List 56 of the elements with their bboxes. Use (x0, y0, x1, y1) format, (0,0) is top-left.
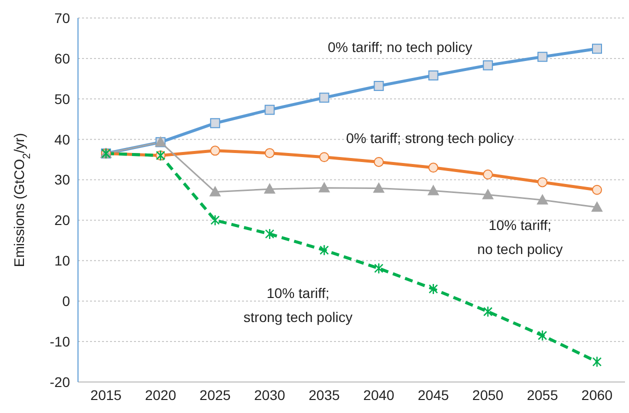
y-tick-label: 40 (54, 131, 70, 148)
point (482, 60, 493, 70)
point (592, 44, 602, 54)
y-tick-label: -20 (50, 374, 70, 390)
y-tick-label: 0 (62, 293, 70, 310)
point (210, 186, 221, 196)
y-tick-label: 30 (54, 172, 70, 188)
point (318, 182, 330, 192)
y-tick-label: -10 (50, 334, 70, 350)
point (428, 70, 438, 80)
point (374, 80, 384, 91)
x-tick-label: 2030 (254, 386, 286, 403)
y-tick-label: 70 (54, 10, 70, 26)
point (428, 162, 438, 173)
point (538, 330, 548, 342)
point (264, 148, 275, 158)
point (265, 228, 274, 240)
x-tick-label: 2055 (526, 386, 558, 403)
point (537, 52, 548, 62)
point (536, 194, 548, 204)
point (264, 104, 275, 115)
point (592, 356, 602, 368)
point (482, 170, 493, 180)
point (373, 182, 384, 193)
point (264, 184, 276, 194)
series-label: 0% tariff; no tech policy (328, 39, 472, 55)
x-tick-label: 2020 (144, 386, 176, 403)
point (428, 283, 438, 295)
point (592, 202, 602, 212)
point (374, 262, 384, 274)
y-tick-label: 60 (54, 50, 70, 66)
x-tick-label: 2045 (418, 386, 450, 403)
point (320, 244, 329, 256)
point (319, 152, 330, 162)
y-tick-label: 50 (54, 90, 70, 107)
point (482, 189, 494, 200)
point (428, 185, 439, 196)
point (537, 177, 548, 188)
point (210, 214, 220, 226)
x-tick-label: 2050 (472, 386, 504, 403)
x-tick-label: 2035 (308, 386, 340, 403)
point (210, 146, 220, 156)
y-tick-label: 10 (54, 252, 70, 269)
x-tick-label: 2040 (363, 386, 395, 403)
y-tick-label: 20 (54, 212, 70, 228)
x-tick-label: 2025 (200, 386, 231, 403)
point (592, 184, 602, 195)
point (374, 156, 384, 167)
series-label: 0% tariff; strong tech policy (346, 130, 514, 146)
point (210, 118, 220, 128)
x-tick-label: 2015 (90, 386, 122, 403)
series-label: 10% tariff; strong tech policy (244, 285, 352, 325)
point (319, 92, 330, 103)
series-label: 10% tariff; no tech policy (477, 217, 563, 257)
point (483, 306, 493, 318)
x-tick-label: 2060 (581, 386, 613, 403)
